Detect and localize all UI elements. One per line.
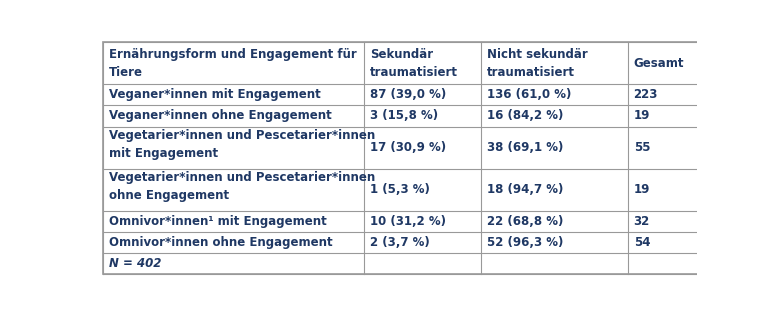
Text: 87 (39,0 %): 87 (39,0 %) [370,89,446,101]
Text: 2 (3,7 %): 2 (3,7 %) [370,236,430,249]
Text: 136 (61,0 %): 136 (61,0 %) [487,89,571,101]
Text: 32: 32 [634,215,650,228]
Text: Veganer*innen ohne Engagement: Veganer*innen ohne Engagement [108,110,331,122]
Text: 16 (84,2 %): 16 (84,2 %) [487,110,563,122]
Text: Veganer*innen mit Engagement: Veganer*innen mit Engagement [108,89,320,101]
Text: 19: 19 [634,110,650,122]
Text: 223: 223 [634,89,658,101]
Text: Sekundär
traumatisiert: Sekundär traumatisiert [370,48,457,79]
Text: 3 (15,8 %): 3 (15,8 %) [370,110,438,122]
Text: Ernährungsform und Engagement für
Tiere: Ernährungsform und Engagement für Tiere [108,48,357,79]
Text: 18 (94,7 %): 18 (94,7 %) [487,183,563,196]
Text: 55: 55 [634,141,650,154]
Text: 54: 54 [634,236,650,249]
Text: 22 (68,8 %): 22 (68,8 %) [487,215,563,228]
Text: N = 402: N = 402 [108,257,161,270]
Text: 19: 19 [634,183,650,196]
Text: Nicht sekundär
traumatisiert: Nicht sekundär traumatisiert [487,48,587,79]
Text: Omnivor*innen¹ mit Engagement: Omnivor*innen¹ mit Engagement [108,215,327,228]
Text: Gesamt: Gesamt [634,57,684,70]
Text: Vegetarier*innen und Pescetarier*innen
mit Engagement: Vegetarier*innen und Pescetarier*innen m… [108,129,375,160]
Text: 1 (5,3 %): 1 (5,3 %) [370,183,430,196]
Text: Omnivor*innen ohne Engagement: Omnivor*innen ohne Engagement [108,236,332,249]
Text: 38 (69,1 %): 38 (69,1 %) [487,141,563,154]
Text: 52 (96,3 %): 52 (96,3 %) [487,236,563,249]
Text: 17 (30,9 %): 17 (30,9 %) [370,141,446,154]
Text: Vegetarier*innen und Pescetarier*innen
ohne Engagement: Vegetarier*innen und Pescetarier*innen o… [108,172,375,203]
Text: 10 (31,2 %): 10 (31,2 %) [370,215,446,228]
